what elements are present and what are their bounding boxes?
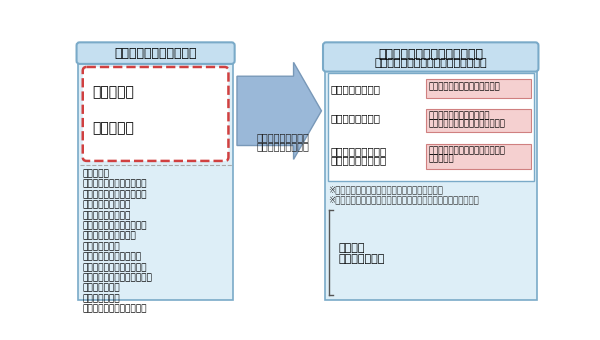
Text: ・小規模多機能型居宅介護: ・小規模多機能型居宅介護 xyxy=(83,263,147,272)
Text: ※多様な主体による多様なサービスの提供を推進: ※多様な主体による多様なサービスの提供を推進 xyxy=(328,186,443,194)
Text: ・生活支援サービス: ・生活支援サービス xyxy=(331,146,387,156)
Text: ・運動、栄養、口腔ケア等の教室: ・運動、栄養、口腔ケア等の教室 xyxy=(428,119,506,128)
Text: （介護予防・生活支援サービス事業）: （介護予防・生活支援サービス事業） xyxy=(374,58,487,69)
Text: 新しい総合事業によるサービス: 新しい総合事業によるサービス xyxy=(378,49,483,62)
Text: ・短期入所者生活介護: ・短期入所者生活介護 xyxy=(83,232,137,241)
Text: ・福祉用具貸与: ・福祉用具貸与 xyxy=(83,284,121,293)
Text: 訪問介護、通所介護: 訪問介護、通所介護 xyxy=(257,133,310,142)
Text: ※総合事業のみ利用の場合は、基本チェックリスト該当で利用可: ※総合事業のみ利用の場合は、基本チェックリスト該当で利用可 xyxy=(328,195,478,205)
Text: ・訪問介護: ・訪問介護 xyxy=(92,85,134,100)
Text: ・認知症対応型共同生活介護: ・認知症対応型共同生活介護 xyxy=(83,273,152,282)
FancyBboxPatch shape xyxy=(78,62,233,300)
FancyBboxPatch shape xyxy=(323,42,538,72)
Text: 予防給付で行う: 予防給付で行う xyxy=(338,254,385,264)
FancyBboxPatch shape xyxy=(425,79,531,98)
Text: ・福祉用具販売: ・福祉用具販売 xyxy=(83,294,121,303)
Text: ・短期入所療養介護: ・短期入所療養介護 xyxy=(83,201,131,209)
Text: ・認知症対応型通所介護: ・認知症対応型通所介護 xyxy=(83,253,142,261)
Text: ・通所型サービス: ・通所型サービス xyxy=(331,113,381,123)
FancyBboxPatch shape xyxy=(325,70,537,300)
Text: ・通所介護: ・通所介護 xyxy=(92,121,134,135)
Polygon shape xyxy=(237,62,322,159)
FancyBboxPatch shape xyxy=(425,108,531,132)
Text: ・ミニデイなどの通いの場: ・ミニデイなどの通いの場 xyxy=(428,111,490,120)
Text: について事業へ移行: について事業へ移行 xyxy=(257,142,310,152)
FancyBboxPatch shape xyxy=(425,144,531,169)
Text: ・通所リハビリテーション: ・通所リハビリテーション xyxy=(83,190,147,199)
Text: ・介護事業所による訪問型・通所: ・介護事業所による訪問型・通所 xyxy=(428,146,506,155)
FancyBboxPatch shape xyxy=(77,42,235,64)
Text: 従来通り: 従来通り xyxy=(338,243,365,253)
Text: ・訪問看護: ・訪問看護 xyxy=(83,169,110,178)
Text: ・訪問入浴介護: ・訪問入浴介護 xyxy=(83,242,121,251)
Text: ・訪問リハビリテーション: ・訪問リハビリテーション xyxy=(83,180,147,189)
Text: 予防給付によるサービス: 予防給付によるサービス xyxy=(115,47,197,60)
Text: 型サービス: 型サービス xyxy=(428,155,454,164)
Text: ・多様な担い手による生活支援: ・多様な担い手による生活支援 xyxy=(428,82,500,91)
Text: ・訪問型サービス: ・訪問型サービス xyxy=(331,84,381,94)
Text: ・特定施設入所者生活介護: ・特定施設入所者生活介護 xyxy=(83,221,147,231)
FancyBboxPatch shape xyxy=(83,67,229,161)
FancyBboxPatch shape xyxy=(328,73,534,181)
Text: ・住宅改修　　　　　など: ・住宅改修 など xyxy=(83,305,147,313)
Text: ・居宅療養管理指導: ・居宅療養管理指導 xyxy=(83,211,131,220)
Text: （配食・見守り等）: （配食・見守り等） xyxy=(331,155,387,166)
